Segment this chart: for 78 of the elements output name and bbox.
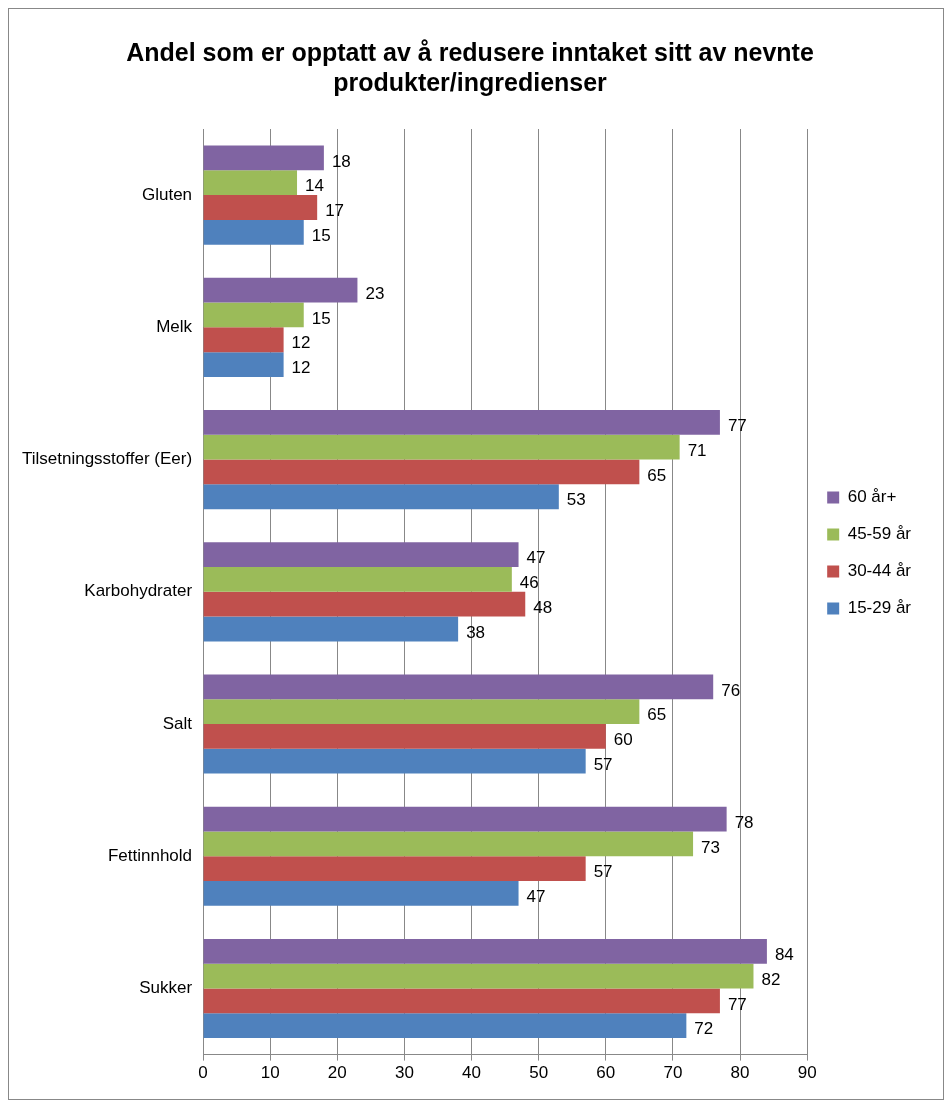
- bar: [203, 1013, 687, 1039]
- data-label: 46: [519, 573, 539, 593]
- data-label: 76: [721, 680, 741, 700]
- bar: [203, 327, 284, 353]
- bar: [203, 195, 318, 220]
- data-label: 57: [593, 754, 613, 774]
- x-tick-label: 60: [596, 1063, 616, 1083]
- bar: [203, 988, 720, 1014]
- data-label: 12: [291, 358, 311, 378]
- bar: [203, 567, 512, 592]
- data-label: 84: [774, 944, 794, 964]
- bar: [203, 831, 694, 857]
- bar: [203, 170, 298, 196]
- data-label: 72: [694, 1019, 714, 1039]
- data-label: 78: [734, 812, 754, 832]
- x-tick-label: 30: [394, 1063, 414, 1083]
- data-label: 23: [365, 283, 385, 303]
- y-tick-label: Salt: [162, 713, 193, 733]
- bar: [203, 542, 519, 568]
- bar: [203, 459, 640, 485]
- bar: [203, 409, 720, 435]
- bar: [203, 963, 754, 989]
- bar: [203, 352, 284, 377]
- data-label: 14: [305, 176, 324, 196]
- y-tick-label: Karbohydrater: [84, 581, 193, 601]
- data-label: 65: [647, 705, 667, 725]
- chart-title: Andel som er opptatt av å redusere inntaket sitt av nevnte produkter/ingredienser: [126, 37, 814, 96]
- data-label: 17: [325, 201, 345, 221]
- data-label: 82: [761, 969, 781, 989]
- bar: [203, 856, 586, 882]
- bar: [203, 616, 459, 642]
- legend-label: 60 år+: [847, 487, 897, 507]
- data-label: 77: [727, 994, 747, 1014]
- data-label: 65: [647, 465, 667, 485]
- bar: [203, 806, 727, 832]
- x-tick-label: 90: [797, 1063, 817, 1083]
- bar: [203, 674, 714, 700]
- x-tick-label: 40: [462, 1063, 482, 1083]
- y-tick-label: Fettinnhold: [107, 845, 193, 865]
- legend-label: 45-59 år: [847, 524, 912, 544]
- data-label: 18: [331, 151, 351, 171]
- data-label: 73: [701, 837, 720, 857]
- y-tick-label: Tilsetningsstoffer (Eer): [22, 449, 193, 469]
- legend-label: 30-44 år: [847, 561, 912, 581]
- bar: [203, 277, 358, 303]
- bar: [203, 938, 767, 964]
- data-label: 48: [533, 597, 553, 617]
- bar: [203, 748, 586, 774]
- bar: [203, 591, 526, 617]
- x-tick-label: 0: [198, 1063, 208, 1083]
- data-label: 57: [593, 862, 613, 882]
- bar: [203, 434, 680, 460]
- data-label: 53: [566, 490, 586, 510]
- data-label: 60: [613, 730, 633, 750]
- x-tick-label: 50: [529, 1063, 549, 1083]
- x-tick-label: 20: [327, 1063, 347, 1083]
- y-tick-label: Gluten: [141, 184, 193, 204]
- data-label: 12: [291, 333, 311, 353]
- bar: [203, 145, 324, 171]
- bar: [203, 219, 304, 245]
- data-label: 47: [526, 887, 546, 907]
- y-tick-label: Sukker: [139, 978, 193, 998]
- data-label: 38: [466, 622, 486, 642]
- bar: [203, 302, 304, 328]
- x-tick-label: 80: [730, 1063, 750, 1083]
- data-label: 15: [311, 225, 331, 245]
- data-label: 77: [727, 416, 747, 436]
- bar: [203, 724, 606, 749]
- bar: [203, 699, 640, 725]
- x-tick-label: 10: [260, 1063, 280, 1083]
- y-tick-label: Melk: [156, 317, 193, 337]
- legend-label: 15-29 år: [847, 598, 912, 618]
- data-label: 15: [311, 308, 331, 328]
- bar: [203, 484, 559, 510]
- data-label: 47: [526, 548, 546, 568]
- bar: [203, 881, 519, 906]
- data-label: 71: [687, 440, 707, 460]
- x-tick-label: 70: [663, 1063, 683, 1083]
